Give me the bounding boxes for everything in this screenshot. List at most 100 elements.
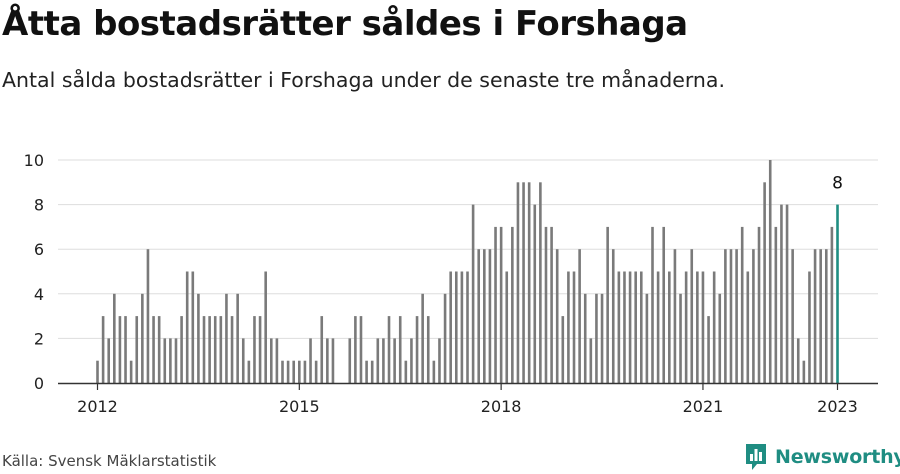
y-tick-label: 2 xyxy=(34,329,44,348)
bar xyxy=(309,338,312,383)
bar xyxy=(774,226,778,383)
bar xyxy=(628,271,632,383)
bar xyxy=(426,316,430,383)
bar xyxy=(331,338,335,383)
bar xyxy=(824,249,828,383)
bar xyxy=(96,360,99,383)
bar xyxy=(690,249,694,383)
bar xyxy=(544,226,548,383)
bar xyxy=(729,249,733,383)
bar xyxy=(606,226,609,383)
bar xyxy=(707,316,710,383)
bar xyxy=(505,271,509,383)
bar xyxy=(611,249,615,383)
bar xyxy=(292,360,296,383)
x-tick-label: 2012 xyxy=(77,397,118,416)
bar xyxy=(124,316,127,383)
bar xyxy=(651,226,654,383)
bar xyxy=(746,271,750,383)
bar xyxy=(443,293,447,383)
bar xyxy=(673,249,677,383)
bar-highlight xyxy=(836,204,839,383)
bar xyxy=(555,249,559,383)
bar xyxy=(617,271,621,383)
bar xyxy=(757,226,761,383)
bar xyxy=(668,271,671,383)
bar xyxy=(684,271,688,383)
bar xyxy=(662,226,666,383)
x-tick-label: 2015 xyxy=(279,397,320,416)
bar xyxy=(712,271,716,383)
y-tick-label: 4 xyxy=(34,285,44,304)
bar xyxy=(752,249,755,383)
bar xyxy=(785,204,789,383)
bar xyxy=(527,182,531,383)
bar xyxy=(247,360,251,383)
bar xyxy=(191,271,195,383)
bar xyxy=(370,360,374,383)
bar xyxy=(724,249,727,383)
bar xyxy=(197,293,200,383)
bar xyxy=(466,271,469,383)
brand-logo: Newsworthy xyxy=(744,442,900,472)
x-tick-label: 2018 xyxy=(481,397,522,416)
bar xyxy=(718,293,722,383)
bar xyxy=(550,226,553,383)
y-tick-label: 8 xyxy=(34,196,44,215)
bar xyxy=(819,249,822,383)
bar xyxy=(522,182,525,383)
bar xyxy=(533,204,537,383)
bar xyxy=(415,316,419,383)
bar xyxy=(802,360,806,383)
bar xyxy=(645,293,649,383)
bar xyxy=(572,271,576,383)
bar xyxy=(701,271,705,383)
bar xyxy=(163,338,167,383)
bar xyxy=(578,249,581,383)
bar xyxy=(180,316,183,383)
bar xyxy=(763,182,766,383)
bar xyxy=(589,338,593,383)
bar xyxy=(202,316,206,383)
bar xyxy=(410,338,413,383)
bar xyxy=(281,360,284,383)
bar xyxy=(499,226,503,383)
bar xyxy=(264,271,267,383)
chart-subtitle: Antal sålda bostadsrätter i Forshaga und… xyxy=(2,68,725,92)
bar xyxy=(241,338,245,383)
bar xyxy=(768,160,772,383)
bar xyxy=(286,360,290,383)
bar xyxy=(314,360,318,383)
bar xyxy=(477,249,481,383)
source-note: Källa: Svensk Mäklarstatistik xyxy=(2,452,217,470)
bar xyxy=(780,204,783,383)
bar-chart: 0 2 4 6 8 10 2012 2015 2018 2021 2023 8 xyxy=(24,151,878,416)
bar xyxy=(454,271,458,383)
bar xyxy=(135,316,139,383)
bar xyxy=(393,338,396,383)
bar xyxy=(185,271,189,383)
bar xyxy=(656,271,660,383)
bar xyxy=(213,316,217,383)
bar xyxy=(348,338,352,383)
bar xyxy=(225,293,228,383)
bar xyxy=(141,293,144,383)
bar xyxy=(326,338,329,383)
bar xyxy=(679,293,682,383)
y-axis-ticks: 0 2 4 6 8 10 xyxy=(24,151,44,393)
bar xyxy=(432,360,436,383)
bar xyxy=(382,338,385,383)
bar xyxy=(219,316,223,383)
y-tick-label: 0 xyxy=(34,374,44,393)
bar xyxy=(488,249,492,383)
chart-title: Åtta bostadsrätter såldes i Forshaga xyxy=(2,4,688,44)
bar xyxy=(152,316,155,383)
bar xyxy=(258,316,262,383)
annotations: 8 xyxy=(832,174,843,194)
x-tick-label: 2023 xyxy=(817,397,858,416)
bar xyxy=(471,204,475,383)
bar xyxy=(808,271,811,383)
bar xyxy=(157,316,161,383)
bar xyxy=(595,293,598,383)
bar xyxy=(208,316,211,383)
